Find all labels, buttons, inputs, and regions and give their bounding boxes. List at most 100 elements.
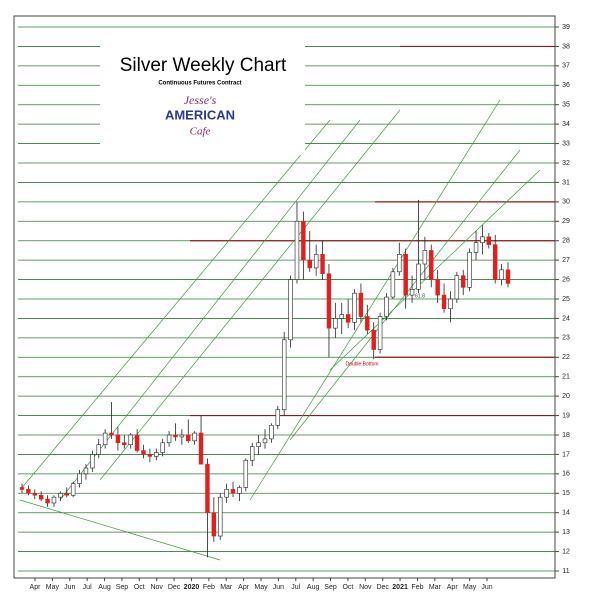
candle-body <box>256 442 261 447</box>
y-tick-label: 14 <box>562 510 570 517</box>
channel-line <box>19 119 331 491</box>
candle-body <box>416 263 421 290</box>
candle-body <box>301 220 306 261</box>
candle-body <box>70 483 76 496</box>
candle-body <box>294 220 300 280</box>
y-tick-label: 18 <box>562 432 570 439</box>
candle-body <box>19 487 25 490</box>
candle-body <box>26 489 31 494</box>
y-tick-label: 24 <box>562 315 570 322</box>
x-tick-label: Jun <box>64 584 75 591</box>
candle-body <box>237 487 242 494</box>
x-tick-label: Dec <box>376 584 389 591</box>
x-tick-label: 2020 <box>184 584 200 591</box>
candle-body <box>288 279 293 341</box>
candle-body <box>90 454 95 469</box>
y-tick-label: 21 <box>562 374 570 381</box>
title-box <box>100 45 305 155</box>
x-tick-label: Feb <box>203 584 215 591</box>
y-tick-label: 27 <box>562 257 570 264</box>
candle-body <box>154 452 159 457</box>
candle-body <box>352 292 357 323</box>
candle-body <box>499 269 504 280</box>
y-tick-label: 16 <box>562 471 570 478</box>
candle-body <box>377 316 383 350</box>
candle-body <box>122 442 127 446</box>
x-tick-label: Sep <box>116 584 129 591</box>
x-tick-label: Mar <box>429 584 442 591</box>
x-tick-label: Nov <box>150 584 163 591</box>
x-tick-label: Feb <box>411 584 423 591</box>
y-tick-label: 20 <box>562 393 570 400</box>
candle-body <box>358 292 364 317</box>
candle-body <box>128 434 133 446</box>
candle-body <box>397 254 402 273</box>
x-tick-label: Nov <box>359 584 372 591</box>
y-tick-label: 39 <box>562 24 570 31</box>
candle-body <box>64 492 69 496</box>
x-tick-label: 2021 <box>392 584 408 591</box>
y-tick-label: 22 <box>562 354 570 361</box>
y-tick-label: 19 <box>562 412 570 419</box>
candle-body <box>422 250 428 265</box>
candle-body <box>429 250 434 280</box>
channel-lines <box>19 99 541 561</box>
y-tick-label: 26 <box>562 276 570 283</box>
y-tick-label: 25 <box>562 296 570 303</box>
candle-body <box>371 329 376 350</box>
x-tick-label: Jun <box>481 584 492 591</box>
x-tick-label: Jun <box>273 584 284 591</box>
candle-body <box>83 467 89 475</box>
y-tick-label: 38 <box>562 43 570 50</box>
candle-body <box>390 271 396 298</box>
x-tick-label: Mar <box>220 584 233 591</box>
candle-body <box>134 434 140 451</box>
channel-line <box>249 99 501 501</box>
candle-body <box>486 236 492 245</box>
chart-title: Silver Weekly Chart <box>120 55 287 76</box>
candle-body <box>38 494 44 500</box>
y-tick-label: 12 <box>562 548 570 555</box>
y-tick-label: 23 <box>562 335 570 342</box>
x-tick-label: May <box>46 584 60 591</box>
candle-body <box>281 339 287 411</box>
candle-body <box>166 434 172 444</box>
candle-body <box>403 254 408 296</box>
y-tick-label: 33 <box>562 140 570 147</box>
x-tick-label: Oct <box>342 584 353 591</box>
candle-body <box>345 314 351 323</box>
x-tick-label: Dec <box>168 584 181 591</box>
logo-line: Cafe <box>190 126 211 138</box>
candle-body <box>77 473 82 484</box>
candle-body <box>45 498 50 504</box>
candle-body <box>211 512 217 537</box>
channel-line <box>329 169 541 371</box>
y-tick-label: 15 <box>562 490 570 497</box>
y-tick-label: 32 <box>562 160 570 167</box>
channel-line <box>99 109 401 481</box>
candle-body <box>269 424 274 440</box>
candle-body <box>467 252 472 288</box>
y-tick-label: 36 <box>562 82 570 89</box>
y-tick-label: 37 <box>562 63 570 70</box>
chart-subtitle: Continuous Futures Contract <box>158 81 241 87</box>
candle-body <box>384 296 389 317</box>
candle-body <box>179 434 185 438</box>
x-tick-label: Apr <box>30 584 42 591</box>
x-tick-label: Apr <box>447 584 459 591</box>
candle-body <box>505 269 511 284</box>
candle-body <box>333 318 338 329</box>
candle-body <box>409 288 415 296</box>
x-tick-label: Oct <box>134 584 145 591</box>
candle-body <box>326 273 332 329</box>
logo-line: Jesse's <box>184 93 217 107</box>
candle-body <box>320 254 325 275</box>
x-tick-label: Apr <box>238 584 250 591</box>
candle-body <box>435 279 440 296</box>
candle-body <box>454 275 460 300</box>
logo-line: AMERICAN <box>165 107 235 122</box>
candle-body <box>448 298 453 310</box>
channel-line <box>59 119 361 501</box>
y-tick-label: 34 <box>562 121 570 128</box>
